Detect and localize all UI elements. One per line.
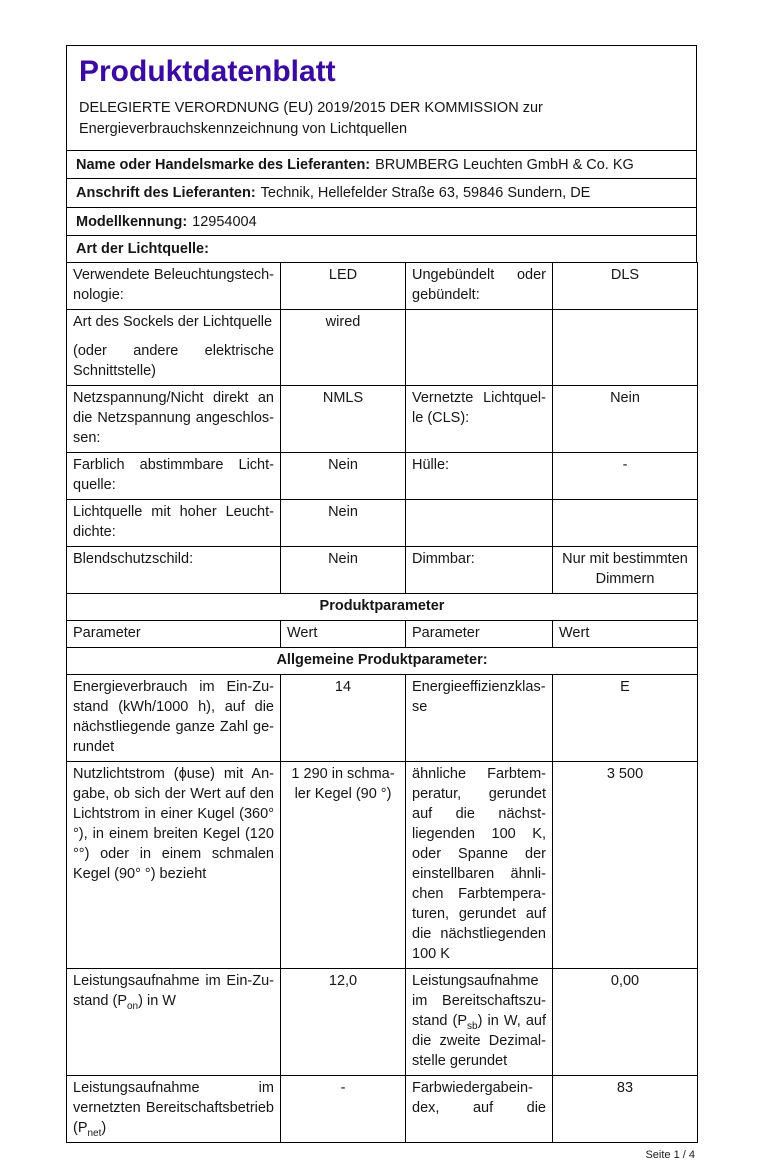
column-header: Wert [552, 619, 698, 648]
supplier-address-label: Anschrift des Lieferanten: [76, 185, 256, 201]
table-row: Nutzlichtstrom (ϕuse) mit An­gabe, ob si… [66, 760, 698, 969]
section-row: Produktparameter [66, 592, 698, 621]
parameter-cell: Leistungsaufnahme im Ein-Zu­stand (Pon) … [66, 967, 281, 1076]
value-cell: NMLS [280, 384, 406, 453]
table-row: Parameter Wert Parameter Wert [66, 619, 698, 648]
parameter-cell [405, 308, 553, 386]
column-header: Parameter [405, 619, 553, 648]
supplier-address-row: Anschrift des Lieferanten: Technik, Helle… [66, 178, 697, 208]
value-cell: Nein [280, 545, 406, 594]
value-cell: Nein [280, 498, 406, 547]
parameter-cell: Ungebündelt oder gebündelt: [405, 261, 553, 310]
section-row: Allgemeine Produktparameter: [66, 646, 698, 675]
column-header: Wert [280, 619, 406, 648]
parameter-cell [405, 498, 553, 547]
value-cell: 3 500 [552, 760, 698, 969]
datasheet: Produktdatenblatt DELEGIERTE VERORDNUNG … [66, 45, 698, 1162]
parameter-cell: Dimmbar: [405, 545, 553, 594]
parameter-cell: Energieverbrauch im Ein-Zu­stand (kWh/10… [66, 673, 281, 762]
value-cell: Nur mit bestimm­ten Dimmern [552, 545, 698, 594]
light-source-type-heading: Art der Lichtquelle: [66, 235, 697, 263]
parameter-cell: Leistungsaufnahme im Bereitschaftszu­sta… [405, 967, 553, 1076]
value-cell: 14 [280, 673, 406, 762]
parameter-cell: Leistungsaufnahme im vernetz­ten Bereits… [66, 1074, 281, 1142]
parameter-cell: Vernetzte Lichtquel­le (CLS): [405, 384, 553, 453]
value-cell [552, 308, 698, 386]
supplier-name-value: BRUMBERG Leuchten GmbH & Co. KG [375, 156, 634, 173]
parameter-cell: Hülle: [405, 451, 553, 500]
page-title: Produktdatenblatt [79, 55, 336, 88]
value-cell: - [552, 451, 698, 500]
parameter-cell: Farblich abstimmbare Licht­quelle: [66, 451, 281, 500]
supplier-address-value: Technik, Hellefelder Straße 63, 59846 Su… [260, 185, 591, 201]
value-cell: 12,0 [280, 967, 406, 1076]
table-row: Netzspannung/Nicht direkt an die Netzspa… [66, 384, 698, 453]
table-row: Blendschutzschild: Nein Dimmbar: Nur mit be… [66, 545, 698, 594]
value-cell: E [552, 673, 698, 762]
table-row: Leistungsaufnahme im Ein-Zu­stand (Pon) … [66, 967, 698, 1076]
product-table: Verwendete Beleuchtungstech­nologie: LED U… [66, 261, 698, 1143]
value-cell: 0,00 [552, 967, 698, 1076]
document-page: { "accent_color": "#3b0ba1", "header": {… [66, 45, 698, 1161]
parameter-cell: Farbwiedergabein­dex, auf die [405, 1074, 553, 1142]
section-title: Allgemeine Produktparameter: [66, 646, 698, 675]
value-cell: DLS [552, 261, 698, 310]
product-table-body: Verwendete Beleuchtungstech­nologie: LED U… [66, 261, 698, 1142]
parameter-cell: Blendschutzschild: [66, 545, 281, 594]
section-title: Produktparameter [66, 592, 698, 621]
parameter-cell: Energieeffizienzklas­se [405, 673, 553, 762]
column-header: Parameter [66, 619, 281, 648]
model-id-value: 12954004 [192, 213, 257, 230]
supplier-name-label: Name oder Handelsmarke des Lieferanten: [76, 156, 371, 173]
value-cell: LED [280, 261, 406, 310]
value-cell: wired [280, 308, 406, 386]
parameter-cell: Lichtquelle mit hoher Leucht­dichte: [66, 498, 281, 547]
value-cell: 83 [552, 1074, 698, 1142]
supplier-name-row: Name oder Handelsmarke des Lieferanten: B… [66, 149, 697, 180]
model-id-row: Modellkennung: 12954004 [66, 206, 697, 237]
parameter-cell: Verwendete Beleuchtungstech­nologie: [66, 261, 281, 310]
parameter-cell: Nutzlichtstrom (ϕuse) mit An­gabe, ob si… [66, 760, 281, 969]
page-subtitle: DELEGIERTE VERORDNUNG (EU) 2019/2015 DER… [79, 100, 543, 137]
parameter-cell: ähnliche Farbtem­peratur, gerundet auf d… [405, 760, 553, 969]
parameter-cell: Netzspannung/Nicht direkt an die Netzspa… [66, 384, 281, 453]
table-row: Lichtquelle mit hoher Leucht­dichte: Nein [66, 498, 698, 547]
table-row: Leistungsaufnahme im vernetz­ten Bereits… [66, 1074, 698, 1142]
table-row: Energieverbrauch im Ein-Zu­stand (kWh/10… [66, 673, 698, 762]
header-box: Produktdatenblatt DELEGIERTE VERORDNUNG … [66, 45, 697, 151]
value-cell: Nein [280, 451, 406, 500]
value-cell: 1 290 in schma­ler Kegel (90 °) [280, 760, 406, 969]
model-id-label: Modellkennung: [76, 213, 188, 230]
table-row: Verwendete Beleuchtungstech­nologie: LED U… [66, 261, 698, 310]
value-cell: Nein [552, 384, 698, 453]
table-row: Farblich abstimmbare Licht­quelle: Nein Hü… [66, 451, 698, 500]
value-cell: - [280, 1074, 406, 1142]
table-row: Art des Sockels der Lichtquelle (oder and… [66, 308, 698, 386]
page-number: Seite 1 / 4 [645, 1148, 695, 1161]
value-cell [552, 498, 698, 547]
parameter-cell: Art des Sockels der Lichtquelle (oder and… [66, 308, 281, 386]
